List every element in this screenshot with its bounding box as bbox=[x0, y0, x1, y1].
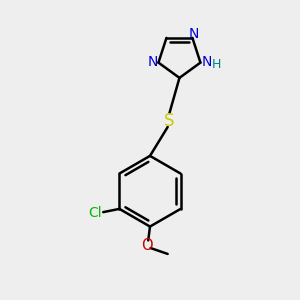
Text: N: N bbox=[189, 27, 199, 41]
Text: H: H bbox=[212, 58, 221, 70]
Text: N: N bbox=[202, 55, 212, 69]
Text: O: O bbox=[141, 238, 153, 253]
Text: N: N bbox=[148, 55, 158, 69]
Text: S: S bbox=[164, 112, 174, 130]
Text: Cl: Cl bbox=[88, 206, 102, 220]
